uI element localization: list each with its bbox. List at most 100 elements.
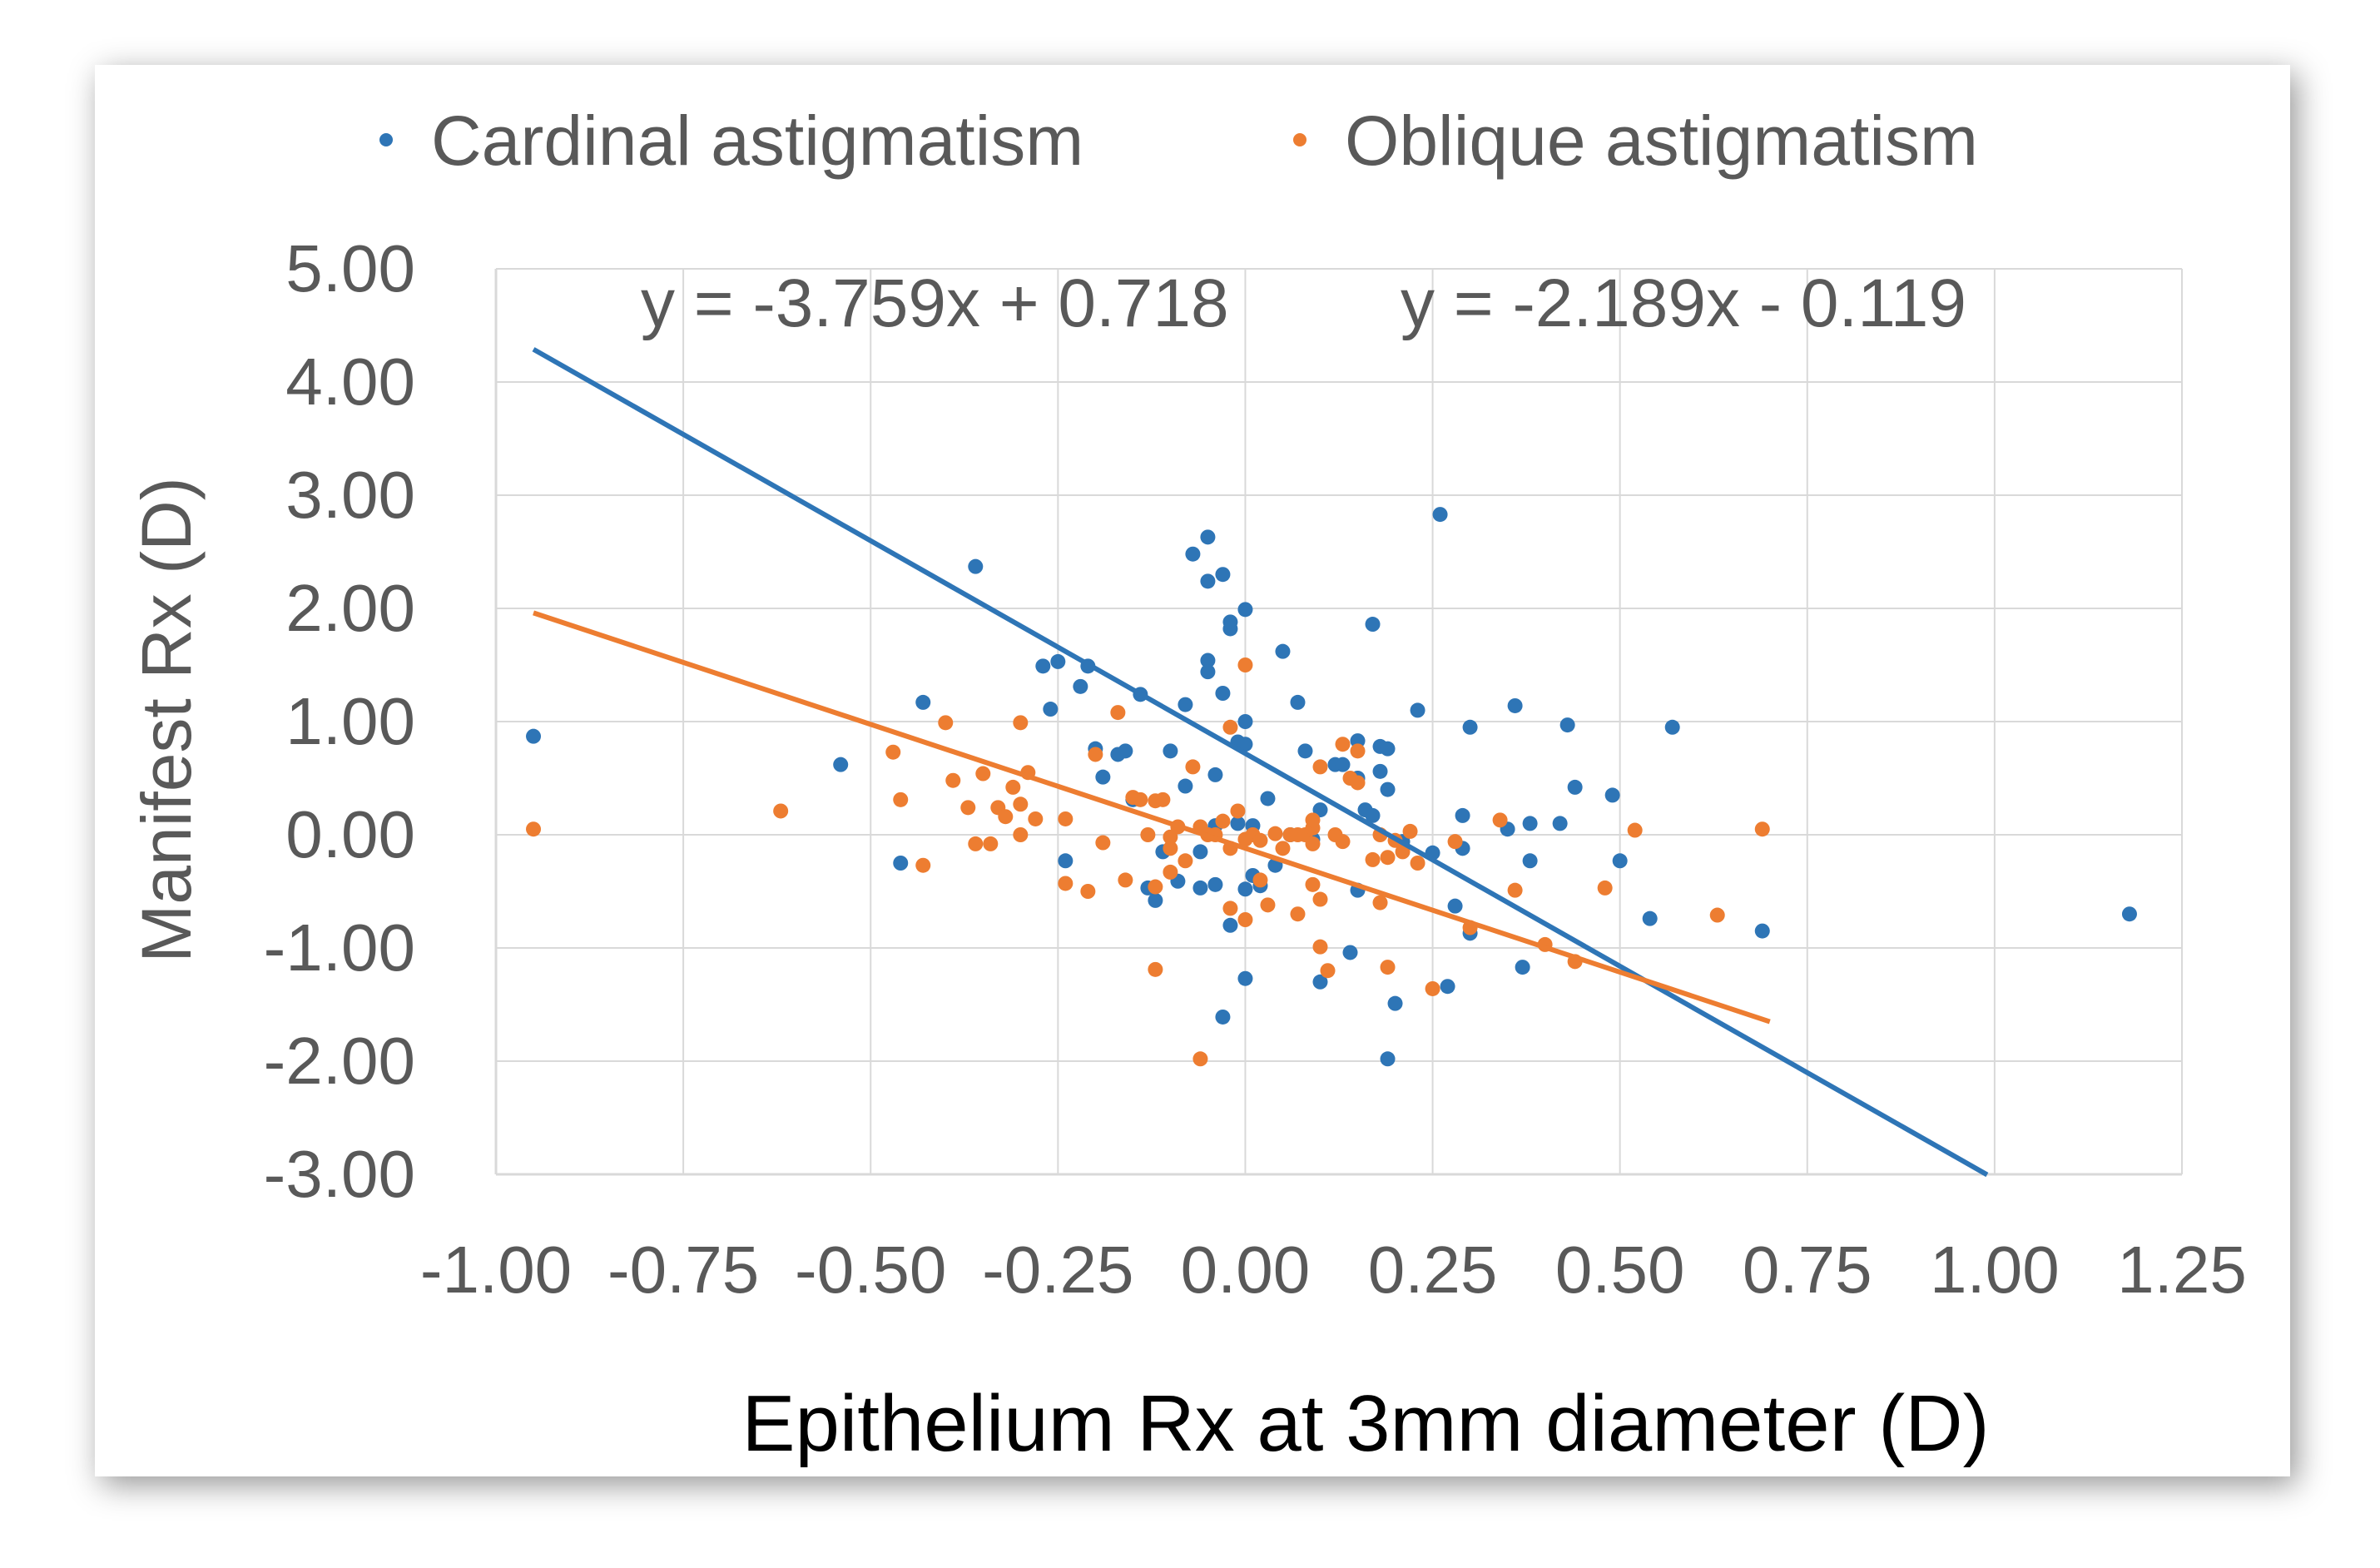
x-tick-label: 0.00: [1181, 1233, 1311, 1307]
x-tick-label: -0.25: [982, 1233, 1133, 1307]
cardinal-point: [1522, 816, 1538, 831]
cardinal-point: [1664, 719, 1680, 735]
grid-lines: [495, 268, 2183, 1175]
oblique-point: [1178, 853, 1193, 869]
legend-marker-cardinal: [379, 133, 393, 146]
y-axis-label: Manifest Rx (D): [127, 477, 206, 962]
trendlines: [532, 347, 1989, 1178]
oblique-point: [1118, 872, 1133, 888]
oblique-point: [1252, 872, 1268, 888]
x-tick-label: -0.75: [607, 1233, 759, 1307]
oblique-point: [998, 809, 1014, 825]
cardinal-point: [1380, 741, 1396, 757]
oblique-point: [1447, 834, 1463, 850]
oblique-point: [1028, 811, 1044, 826]
cardinal-point: [1567, 779, 1583, 795]
x-tick-label: -0.50: [795, 1233, 946, 1307]
cardinal-point: [1365, 807, 1381, 823]
cardinal-point: [1050, 653, 1066, 669]
cardinal-point: [1222, 917, 1238, 933]
cardinal-point: [1148, 892, 1163, 908]
oblique-point: [1709, 907, 1725, 923]
oblique-point: [1507, 882, 1523, 898]
oblique-point: [893, 791, 909, 807]
oblique-point: [1597, 880, 1613, 896]
y-tick-label: -3.00: [264, 1137, 415, 1211]
oblique-point: [1013, 796, 1029, 812]
cardinal-point: [1200, 664, 1216, 680]
cardinal-point: [1073, 678, 1088, 694]
plot-area: [494, 269, 2182, 1176]
cardinal-point: [1380, 782, 1396, 797]
cardinal-point: [1440, 979, 1455, 995]
oblique-point: [983, 836, 999, 851]
cardinal-point: [526, 728, 542, 744]
oblique-point: [1148, 879, 1163, 895]
oblique-point: [1312, 939, 1328, 955]
cardinal-point: [1200, 573, 1216, 589]
oblique-point: [1222, 901, 1238, 916]
oblique-point: [1215, 813, 1231, 829]
oblique-point: [975, 766, 991, 782]
oblique-point: [1080, 884, 1096, 899]
oblique-point: [1237, 912, 1253, 927]
cardinal-point: [1552, 816, 1568, 831]
oblique-point: [1237, 657, 1253, 672]
oblique-point: [1350, 775, 1366, 791]
oblique-point: [1395, 844, 1411, 860]
oblique-point: [1148, 961, 1163, 977]
x-tick-label: 0.75: [1743, 1233, 1872, 1307]
x-tick-label: -1.00: [420, 1233, 572, 1307]
oblique-point: [1058, 811, 1073, 826]
cardinal-point: [1192, 880, 1208, 896]
cardinal-point: [1178, 778, 1193, 794]
oblique-point: [1088, 747, 1103, 762]
cardinal-point: [1312, 974, 1328, 990]
y-tick-label: 0.00: [285, 797, 415, 871]
y-tick-label: 3.00: [285, 458, 415, 532]
oblique-point: [1110, 705, 1126, 721]
data-points: [526, 507, 2137, 1067]
oblique-point: [1005, 779, 1021, 795]
trendline-cardinal: [532, 347, 1989, 1178]
oblique-point: [1754, 821, 1770, 837]
cardinal-point: [1237, 602, 1253, 618]
y-tick-label: -2.00: [264, 1024, 415, 1098]
cardinal-point: [1290, 694, 1306, 710]
oblique-point: [1013, 827, 1029, 842]
cardinal-point: [1335, 757, 1351, 772]
cardinal-point: [833, 757, 849, 772]
oblique-point: [1290, 906, 1306, 922]
cardinal-point: [1200, 653, 1216, 668]
oblique-point: [773, 803, 789, 819]
oblique-point: [1320, 963, 1336, 979]
oblique-point: [1380, 850, 1396, 866]
cardinal-point: [1365, 617, 1381, 633]
x-tick-label: 1.25: [2117, 1233, 2247, 1307]
cardinal-point: [1604, 787, 1620, 803]
oblique-point: [1260, 897, 1276, 913]
oblique-point: [968, 836, 984, 851]
oblique-point: [1163, 864, 1178, 880]
oblique-point: [960, 800, 976, 816]
cardinal-point: [1372, 763, 1388, 779]
oblique-point: [1222, 719, 1238, 735]
cardinal-point: [1432, 507, 1448, 523]
cardinal-point: [1035, 658, 1051, 674]
cardinal-point: [893, 856, 909, 871]
cardinal-point: [1515, 960, 1530, 975]
cardinal-point: [1380, 1051, 1396, 1067]
oblique-point: [1095, 835, 1111, 851]
cardinal-point: [1507, 697, 1523, 713]
cardinal-point: [1297, 743, 1313, 759]
oblique-point: [1402, 823, 1418, 839]
oblique-point: [1252, 832, 1268, 848]
y-tick-label: -1.00: [264, 911, 415, 985]
cardinal-point: [1455, 807, 1470, 823]
cardinal-point: [968, 558, 984, 574]
y-tick-label: 5.00: [285, 231, 415, 305]
cardinal-point: [1058, 853, 1073, 869]
oblique-point: [1185, 759, 1201, 775]
oblique-point: [885, 744, 901, 760]
oblique-point: [1492, 812, 1508, 828]
